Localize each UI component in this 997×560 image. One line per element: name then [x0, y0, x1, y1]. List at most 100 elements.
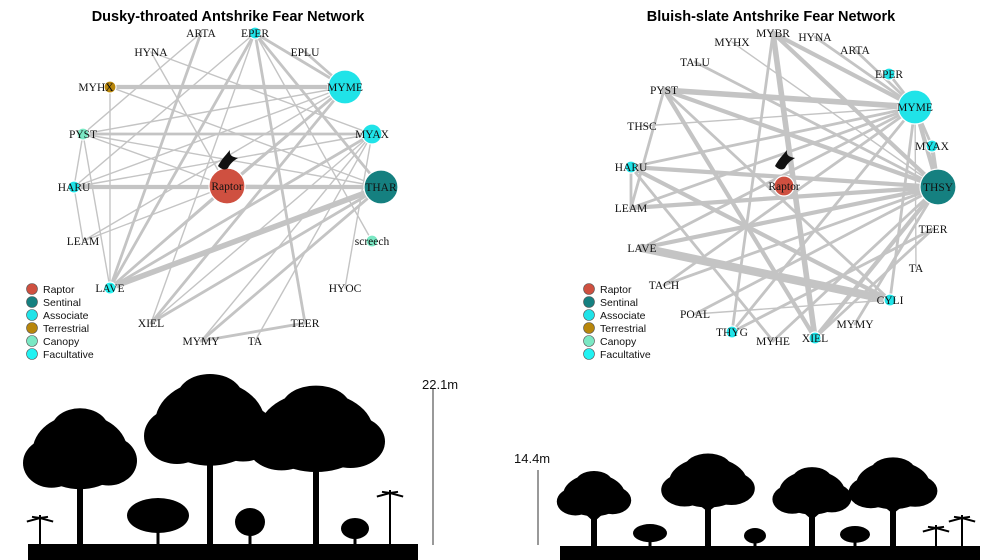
edge-myme-cyli	[888, 105, 917, 302]
edge-mymy-teer	[199, 321, 307, 343]
legend-swatch-facultative	[26, 348, 38, 360]
node-label-myme: MYME	[327, 82, 363, 94]
legend-item-raptor: Raptor	[583, 283, 632, 296]
node-label-mymy: MYMY	[182, 336, 220, 348]
edge-poal-cyli	[694, 299, 891, 315]
raptor-bird-icon	[218, 150, 238, 170]
node-label-poal: POAL	[680, 309, 710, 321]
node-label-tach: TACH	[649, 280, 679, 292]
edge-thsy-tach	[662, 185, 940, 287]
edge-talu-thsy	[693, 60, 940, 189]
edge-thar-lave	[107, 184, 384, 291]
node-label-cyli: CYLI	[877, 295, 904, 307]
node-thyg: THYG	[716, 325, 748, 339]
palm-dusky-2	[26, 515, 54, 548]
node-label-myhx: MYHX	[714, 37, 750, 49]
height-label-bluish: 14.4m	[514, 451, 550, 466]
tree-bluish-3	[772, 467, 852, 550]
node-label-teer: TEER	[919, 224, 948, 236]
node-label-mymy: MYMY	[836, 319, 874, 331]
legend-label-facultative: Facultative	[600, 349, 651, 361]
legend-bluish: RaptorSentinalAssociateTerrestrialCanopy…	[583, 283, 651, 361]
network-title-dusky: Dusky-throated Antshrike Fear Network	[92, 9, 366, 25]
node-screech: screech	[355, 234, 390, 248]
node-thsy: THSY	[919, 168, 957, 206]
node-mymy: MYMY	[836, 319, 874, 331]
edge-haru-myhe	[629, 165, 775, 343]
forest-silhouette-bluish	[556, 453, 980, 560]
node-teer: TEER	[291, 318, 320, 330]
node-circle-thar	[363, 169, 399, 205]
tree-bluish-1	[556, 470, 632, 550]
height-scale-dusky: 22.1m	[422, 377, 458, 545]
node-label-ta: TA	[909, 263, 924, 275]
node-circle-myme	[327, 69, 363, 105]
edge-myax-ta	[254, 133, 373, 342]
node-circle-haru	[67, 180, 81, 194]
node-myme: MYME	[897, 89, 933, 125]
node-label-hyna: HYNA	[134, 47, 168, 59]
node-label-haru: HARU	[58, 182, 91, 194]
legend-swatch-canopy	[26, 335, 38, 347]
node-label-raptor: Raptor	[211, 181, 242, 193]
node-ta: TA	[909, 263, 924, 275]
edge-myax-lave	[108, 132, 374, 290]
node-myax: MYAX	[915, 139, 950, 153]
node-thar: THAR	[363, 169, 399, 205]
node-label-lave: LAVE	[95, 283, 124, 295]
node-pyst: PYST	[650, 85, 678, 97]
tree-bluish-4	[848, 457, 938, 550]
legend-label-associate: Associate	[43, 310, 89, 322]
legend-item-associate: Associate	[26, 309, 89, 322]
node-myhx: MYHX	[714, 37, 750, 49]
node-label-teer: TEER	[291, 318, 320, 330]
node-lave: LAVE	[627, 243, 656, 255]
shrub-dusky-2	[235, 508, 265, 548]
edge-myme-thyg	[730, 105, 917, 334]
node-label-leam: LEAM	[67, 236, 100, 248]
edge-thsy-xiel	[812, 184, 941, 341]
edge-thsy-myhe	[771, 185, 940, 343]
shrub-bluish-2	[744, 528, 766, 550]
node-label-screech: screech	[355, 236, 390, 248]
node-label-raptor: Raptor	[768, 181, 799, 193]
edge-teer-thyg	[730, 227, 935, 334]
legend-item-terrestrial: Terrestrial	[583, 322, 646, 335]
node-circle-myhx	[103, 80, 117, 94]
height-scale-bluish: 14.4m	[514, 451, 550, 545]
node-label-myax: MYAX	[355, 129, 390, 141]
node-label-thyg: THYG	[716, 327, 748, 339]
legend-swatch-canopy	[583, 335, 595, 347]
node-hyoc: HYOC	[329, 283, 362, 295]
legend-item-associate: Associate	[583, 309, 646, 322]
node-circle-raptor	[773, 175, 795, 197]
legend-swatch-facultative	[583, 348, 595, 360]
node-xiel: XIEL	[138, 318, 164, 330]
edge-myme-haru	[73, 86, 346, 188]
edge-eper-haru	[73, 32, 256, 188]
node-circle-thsy	[919, 168, 957, 206]
legend-item-canopy: Canopy	[26, 335, 80, 348]
node-label-talu: TALU	[680, 57, 710, 69]
node-label-leam: LEAM	[615, 203, 648, 215]
node-leam: LEAM	[67, 236, 100, 248]
node-mymy: MYMY	[182, 336, 220, 348]
legend-swatch-sentinal	[26, 296, 38, 308]
legend-label-terrestrial: Terrestrial	[43, 323, 89, 335]
edge-pyst-cyli	[662, 88, 892, 302]
legend-item-raptor: Raptor	[26, 283, 75, 296]
node-mybr: MYBR	[756, 28, 790, 40]
node-lave: LAVE	[95, 281, 125, 295]
node-label-pyst: PYST	[69, 129, 97, 141]
node-xiel: XIEL	[802, 331, 828, 345]
dusky-network: EPER EPLU MYME MYAX THAR screech HYOC TEER TA MYM…	[58, 26, 399, 348]
node-label-lave: LAVE	[627, 243, 656, 255]
edge-mybr-thyg	[730, 31, 775, 334]
edge-myax-hyoc	[344, 133, 373, 289]
legend-label-canopy: Canopy	[43, 336, 80, 348]
node-circle-eper	[248, 26, 262, 40]
shrub-bluish-1	[633, 524, 667, 550]
node-label-thsy: THSY	[923, 182, 954, 194]
legend-label-facultative: Facultative	[43, 349, 94, 361]
edge-pyst-xiel	[661, 87, 818, 341]
